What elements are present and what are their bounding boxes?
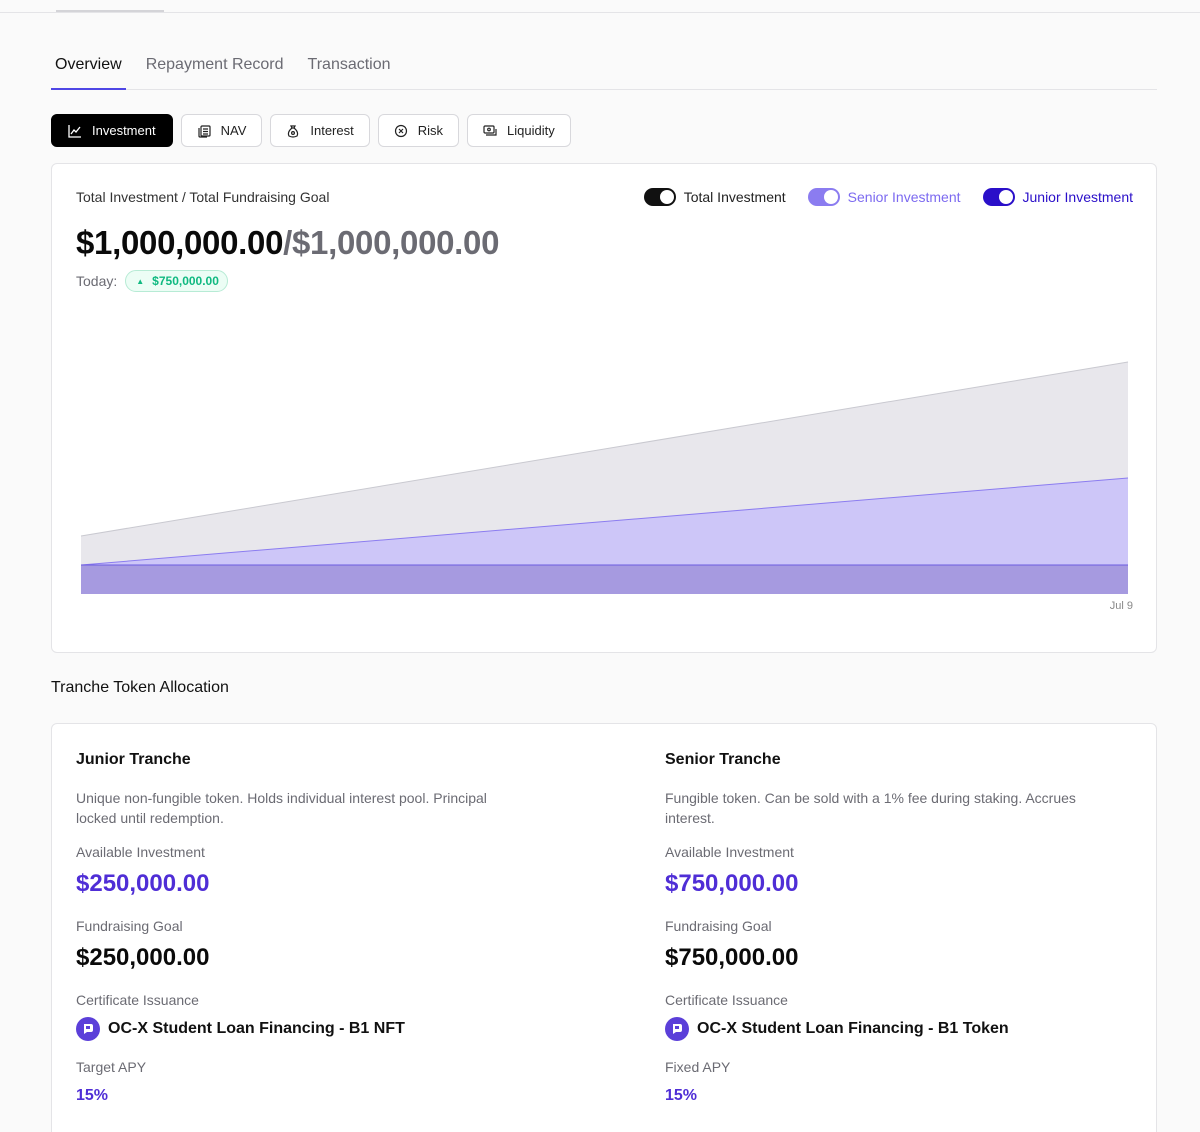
total-vs-goal: $1,000,000.00/$1,000,000.00 [76, 224, 499, 262]
certificate-issuance[interactable]: OC-X Student Loan Financing - B1 Token [665, 1017, 1009, 1041]
today-change-value: $750,000.00 [152, 274, 219, 288]
legend-label: Junior Investment [1022, 189, 1134, 205]
main-tabs: Overview Repayment Record Transaction [51, 48, 1157, 90]
triangle-up-icon: ▲ [136, 276, 145, 286]
cash-icon [483, 124, 497, 136]
tab-repayment-record[interactable]: Repayment Record [145, 56, 284, 73]
tranche-name: Junior Tranche [76, 751, 191, 768]
legend-label: Senior Investment [847, 189, 961, 205]
fundraising-goal-value: $250,000.00 [76, 944, 210, 971]
legend-junior-investment[interactable]: Junior Investment [982, 188, 1134, 206]
subtab-liquidity[interactable]: Liquidity [467, 114, 571, 147]
certificate-name: OC-X Student Loan Financing - B1 Token [697, 1020, 1009, 1037]
area-junior-investment [81, 565, 1128, 594]
tranche-name: Senior Tranche [665, 751, 781, 768]
legend-label: Total Investment [683, 189, 786, 205]
available-investment-label: Available Investment [76, 844, 205, 860]
top-tab-stub [56, 0, 164, 12]
certificate-logo-icon [665, 1017, 689, 1041]
chart-subtabs: Investment NAV Interest Risk Liquidity [51, 114, 571, 147]
apy-value: 15% [665, 1087, 698, 1104]
fundraising-goal-label: Fundraising Goal [76, 918, 183, 934]
fundraising-goal-label: Fundraising Goal [665, 918, 772, 934]
subtab-liquidity-label: Liquidity [507, 123, 555, 138]
total-investment-amount: $1,000,000.00 [76, 224, 284, 261]
fundraising-goal-value: $750,000.00 [665, 944, 799, 971]
area-total-investment-line [80, 361, 1129, 537]
top-divider [0, 12, 1200, 13]
today-change-badge: ▲ $750,000.00 [125, 270, 228, 292]
certificate-name: OC-X Student Loan Financing - B1 NFT [108, 1020, 405, 1037]
subtab-investment[interactable]: Investment [51, 114, 173, 147]
tranche-allocation-title: Tranche Token Allocation [51, 679, 229, 696]
available-investment-label: Available Investment [665, 844, 794, 860]
subtab-interest-label: Interest [310, 123, 354, 138]
chart-title: Total Investment / Total Fundraising Goa… [76, 189, 330, 205]
apy-label: Target APY [76, 1059, 147, 1075]
subtab-risk-label: Risk [417, 123, 443, 138]
x-circle-icon [394, 124, 407, 137]
tranche-description: Fungible token. Can be sold with a 1% fe… [665, 790, 1076, 826]
available-investment-value: $750,000.00 [665, 870, 799, 897]
toggle-total-investment[interactable] [643, 188, 676, 206]
area-senior-investment-line [80, 477, 1129, 566]
apy-label: Fixed APY [665, 1059, 731, 1075]
tranche-allocation-card: Junior Tranche Unique non-fungible token… [51, 723, 1157, 1132]
line-chart-icon [68, 124, 81, 138]
certificate-issuance-label: Certificate Issuance [76, 992, 199, 1008]
legend-total-investment[interactable]: Total Investment [643, 188, 786, 206]
available-investment-value: $250,000.00 [76, 870, 210, 897]
investment-area-chart [80, 361, 1129, 594]
tranche-description: Unique non-fungible token. Holds individ… [76, 790, 487, 826]
subtab-interest[interactable]: Interest [270, 114, 370, 147]
subtab-nav[interactable]: NAV [180, 114, 263, 147]
certificate-issuance-label: Certificate Issuance [665, 992, 788, 1008]
today-row: Today: ▲ $750,000.00 [76, 270, 228, 292]
money-bag-icon [288, 124, 299, 138]
subtab-nav-label: NAV [220, 123, 247, 138]
today-label: Today: [76, 273, 118, 289]
certificate-issuance[interactable]: OC-X Student Loan Financing - B1 NFT [76, 1017, 405, 1041]
stack-icon [197, 124, 211, 138]
tab-transaction[interactable]: Transaction [307, 56, 391, 73]
x-axis-label: Jul 9 [1109, 600, 1133, 612]
tab-overview[interactable]: Overview [51, 48, 126, 90]
chart-legend: Total Investment Senior Investment Junio… [643, 188, 1134, 206]
subtab-risk[interactable]: Risk [377, 114, 459, 147]
apy-value: 15% [76, 1087, 109, 1104]
toggle-junior-investment[interactable] [982, 188, 1015, 206]
toggle-senior-investment[interactable] [807, 188, 840, 206]
fundraising-goal-amount: /$1,000,000.00 [283, 224, 500, 261]
legend-senior-investment[interactable]: Senior Investment [807, 188, 961, 206]
investment-chart-card: Total Investment / Total Fundraising Goa… [51, 163, 1157, 653]
certificate-logo-icon [76, 1017, 100, 1041]
subtab-investment-label: Investment [92, 123, 156, 138]
